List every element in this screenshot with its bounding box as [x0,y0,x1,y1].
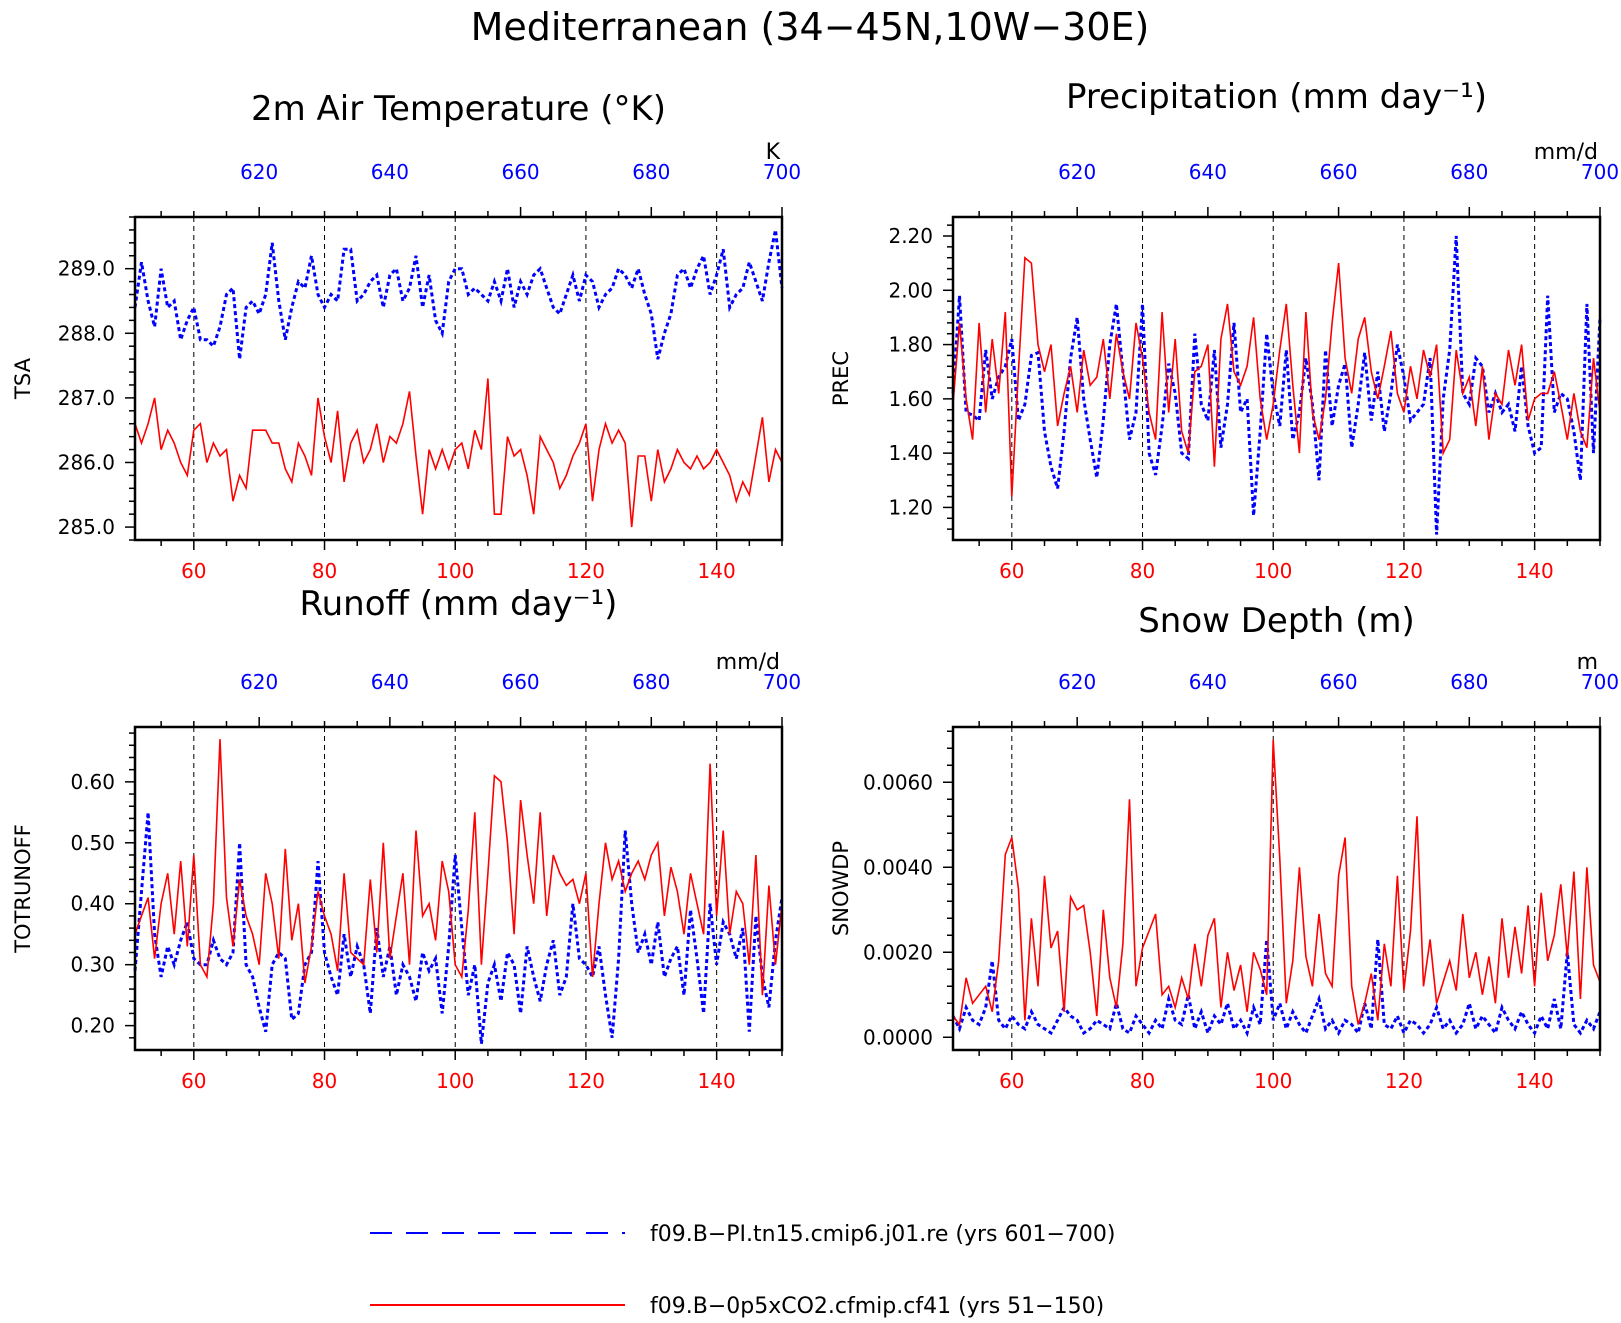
y-tick-label: 0.60 [70,770,115,794]
series-line-co2 [952,256,1601,497]
panel-runoff: Runoff (mm day⁻¹) mm/d TOTRUNOFF 60 80 100 120… [11,584,801,1093]
series-line-co2 [134,739,783,996]
x-tick-label-top: 680 [1450,670,1488,694]
x-tick-label-top: 700 [1581,160,1619,184]
y-tick-label: 0.20 [70,1014,115,1038]
x-tick-label-top: 700 [1581,670,1619,694]
y-tick-label: 1.60 [888,387,933,411]
y-axis-label: TSA [11,357,35,400]
plot-frame [133,725,784,1052]
y-tick-label: 0.40 [70,892,115,916]
y-tick-label: 288.0 [58,321,115,345]
x-tick-label-bottom: 60 [999,559,1024,583]
x-tick-label-bottom: 140 [698,1069,736,1093]
x-tick-label-bottom: 100 [436,1069,474,1093]
series-line-pi [133,812,784,1045]
x-tick-label-top: 620 [1058,670,1096,694]
y-tick-label: 289.0 [58,257,115,281]
x-tick-label-bottom: 120 [1385,559,1423,583]
x-tick-label-bottom: 120 [567,1069,605,1093]
panel-title: 2m Air Temperature (°K) [251,89,666,129]
x-tick-label-top: 680 [632,670,670,694]
x-tick-label-top: 640 [371,160,409,184]
x-tick-label-bottom: 100 [1254,559,1292,583]
x-tick-label-top: 680 [1450,160,1488,184]
y-tick-label: 0.0000 [863,1025,933,1049]
x-tick-label-top: 700 [763,160,801,184]
x-tick-label-bottom: 80 [312,559,337,583]
y-tick-label: 285.0 [58,515,115,539]
x-tick-label-bottom: 120 [567,559,605,583]
x-tick-label-top: 660 [1319,160,1357,184]
y-tick-label: 287.0 [58,386,115,410]
units-label: K [766,140,781,165]
legend-label-co2: f09.B−0p5xCO2.cfmip.cf41 (yrs 51−150) [650,1294,1104,1319]
panel-tsa: 2m Air Temperature (°K) K TSA 60 80 100 120 140… [11,89,801,583]
y-axis-label: SNOWDP [829,841,853,936]
y-axis-label: TOTRUNOFF [11,824,35,954]
y-tick-label: 0.30 [70,953,115,977]
x-tick-label-top: 620 [240,670,278,694]
series-line-pi [133,229,784,360]
x-tick-label-top: 660 [501,160,539,184]
panel-snowdp: Snow Depth (m) m SNOWDP 60 80 100 120 140 620 640… [829,601,1619,1093]
x-tick-label-top: 660 [1319,670,1357,694]
x-tick-label-bottom: 120 [1385,1069,1423,1093]
x-tick-label-bottom: 100 [1254,1069,1292,1093]
units-label: m [1577,650,1598,675]
x-tick-label-bottom: 60 [181,559,206,583]
panels-group: 2m Air Temperature (°K) K TSA 60 80 100 120 140… [11,77,1619,1093]
y-tick-label: 1.20 [888,495,933,519]
y-tick-label: 0.50 [70,831,115,855]
units-label: mm/d [1534,140,1598,165]
x-tick-label-top: 620 [1058,160,1096,184]
y-tick-label: 0.0060 [863,770,933,794]
plot-frame [133,215,784,542]
y-axis-label: PREC [829,351,853,406]
panel-title: Snow Depth (m) [1138,601,1415,641]
x-tick-label-top: 700 [763,670,801,694]
series-line-pi [951,939,1602,1038]
panel-title: Precipitation (mm day⁻¹) [1066,77,1487,117]
legend-label-pi: f09.B−PI.tn15.cmip6.j01.re (yrs 601−700) [650,1222,1115,1247]
y-tick-label: 0.0040 [863,855,933,879]
x-tick-label-top: 640 [1189,160,1227,184]
x-tick-label-top: 680 [632,160,670,184]
x-tick-label-top: 660 [501,670,539,694]
y-tick-label: 1.40 [888,441,933,465]
panel-prec: Precipitation (mm day⁻¹) mm/d PREC 60 80 100 1… [829,77,1619,583]
x-tick-label-top: 640 [371,670,409,694]
x-tick-label-bottom: 80 [312,1069,337,1093]
x-tick-label-bottom: 80 [1130,559,1155,583]
x-tick-label-bottom: 60 [999,1069,1024,1093]
series-line-co2 [134,378,783,528]
series-line-co2 [952,739,1601,1027]
x-tick-label-bottom: 140 [1516,1069,1554,1093]
x-tick-label-bottom: 100 [436,559,474,583]
panel-title: Runoff (mm day⁻¹) [300,584,618,624]
x-tick-label-bottom: 140 [1516,559,1554,583]
legend: f09.B−PI.tn15.cmip6.j01.re (yrs 601−700)… [370,1222,1115,1319]
y-tick-label: 2.20 [888,224,933,248]
y-tick-label: 1.80 [888,333,933,357]
x-tick-label-bottom: 60 [181,1069,206,1093]
plot-frame [951,725,1602,1052]
series-line-pi [951,235,1602,535]
x-tick-label-top: 620 [240,160,278,184]
units-label: mm/d [716,650,780,675]
y-tick-label: 2.00 [888,278,933,302]
y-tick-label: 286.0 [58,450,115,474]
x-tick-label-bottom: 80 [1130,1069,1155,1093]
x-tick-label-top: 640 [1189,670,1227,694]
figure-title: Mediterranean (34−45N,10W−30E) [471,5,1150,49]
y-tick-label: 0.0020 [863,940,933,964]
plot-frame [951,215,1602,542]
x-tick-label-bottom: 140 [698,559,736,583]
